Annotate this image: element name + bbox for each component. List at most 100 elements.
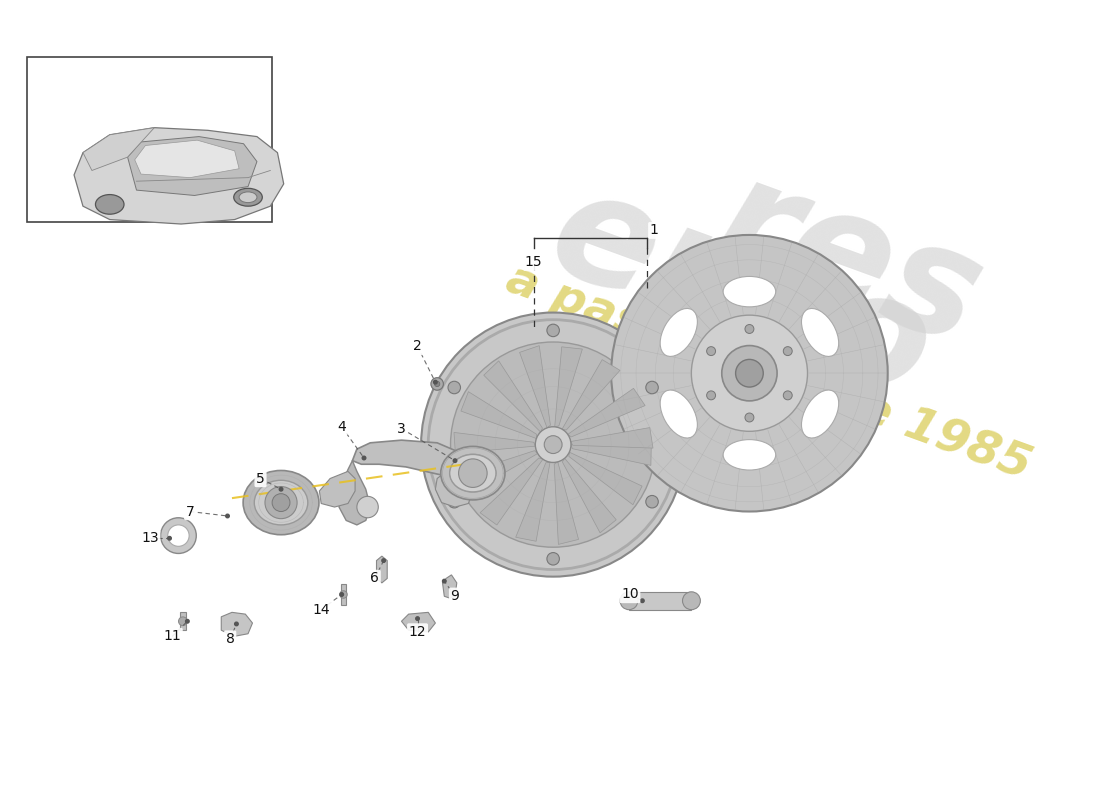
Circle shape — [226, 514, 229, 518]
Ellipse shape — [802, 309, 838, 357]
Bar — [26, 57, 272, 222]
Ellipse shape — [239, 192, 257, 202]
Circle shape — [279, 487, 283, 491]
Text: 5: 5 — [256, 471, 265, 486]
Polygon shape — [519, 346, 550, 428]
Polygon shape — [442, 575, 456, 598]
Polygon shape — [571, 445, 651, 466]
Polygon shape — [554, 462, 579, 544]
Circle shape — [362, 456, 366, 460]
Circle shape — [646, 495, 658, 508]
Polygon shape — [339, 461, 371, 525]
Bar — [629, 592, 692, 610]
Polygon shape — [319, 471, 355, 507]
Bar — [341, 584, 346, 606]
Circle shape — [706, 346, 716, 355]
Ellipse shape — [682, 592, 701, 610]
Polygon shape — [458, 450, 538, 494]
Circle shape — [234, 622, 239, 626]
Text: 3: 3 — [397, 422, 406, 435]
Polygon shape — [562, 360, 620, 430]
Polygon shape — [454, 433, 536, 453]
Polygon shape — [568, 388, 645, 437]
Text: 11: 11 — [163, 630, 182, 643]
Text: 7: 7 — [186, 505, 195, 518]
Polygon shape — [484, 361, 542, 432]
Text: 13: 13 — [141, 531, 158, 546]
Circle shape — [745, 413, 754, 422]
Ellipse shape — [243, 470, 319, 534]
Text: res: res — [696, 146, 1001, 378]
Ellipse shape — [660, 309, 697, 357]
Circle shape — [722, 346, 777, 401]
Ellipse shape — [802, 390, 838, 438]
Text: 15: 15 — [525, 255, 542, 270]
Circle shape — [448, 382, 461, 394]
Ellipse shape — [441, 446, 505, 500]
Circle shape — [736, 359, 763, 387]
Circle shape — [161, 518, 196, 554]
Circle shape — [167, 537, 172, 540]
Circle shape — [431, 378, 443, 390]
Circle shape — [340, 590, 348, 598]
Text: 2: 2 — [414, 339, 422, 354]
Polygon shape — [74, 128, 284, 224]
Circle shape — [434, 382, 440, 386]
Circle shape — [453, 459, 456, 462]
Circle shape — [612, 235, 888, 511]
Text: 1: 1 — [649, 223, 659, 238]
Polygon shape — [376, 556, 387, 583]
Circle shape — [382, 559, 385, 562]
Polygon shape — [134, 140, 239, 178]
Circle shape — [691, 315, 807, 431]
Polygon shape — [571, 427, 653, 448]
Ellipse shape — [723, 440, 776, 470]
Text: 6: 6 — [371, 571, 380, 586]
Circle shape — [272, 494, 290, 511]
Circle shape — [265, 486, 297, 518]
Text: 4: 4 — [338, 420, 346, 434]
Ellipse shape — [450, 454, 496, 492]
Circle shape — [167, 525, 189, 546]
Ellipse shape — [660, 390, 697, 438]
Text: 10: 10 — [621, 587, 639, 602]
Bar — [180, 612, 187, 630]
Circle shape — [356, 496, 378, 518]
Circle shape — [646, 382, 658, 394]
Ellipse shape — [234, 188, 262, 206]
Circle shape — [433, 380, 437, 384]
Circle shape — [416, 617, 419, 620]
Circle shape — [783, 391, 792, 400]
Polygon shape — [436, 471, 473, 507]
Ellipse shape — [723, 277, 776, 307]
Ellipse shape — [96, 194, 124, 214]
Polygon shape — [461, 392, 537, 438]
Polygon shape — [402, 612, 436, 632]
Text: 14: 14 — [312, 602, 330, 617]
Polygon shape — [480, 458, 543, 525]
Circle shape — [442, 579, 447, 583]
Circle shape — [178, 617, 187, 626]
Ellipse shape — [620, 592, 638, 610]
Ellipse shape — [254, 480, 308, 525]
Text: a passion since 1985: a passion since 1985 — [499, 257, 1037, 490]
Circle shape — [544, 436, 562, 454]
Polygon shape — [221, 612, 253, 637]
Circle shape — [448, 495, 461, 508]
Circle shape — [547, 553, 560, 565]
Polygon shape — [569, 452, 642, 505]
Polygon shape — [554, 347, 582, 427]
Circle shape — [451, 342, 656, 547]
Circle shape — [536, 426, 571, 462]
Polygon shape — [82, 128, 154, 170]
Polygon shape — [352, 440, 469, 477]
Text: 8: 8 — [226, 632, 234, 646]
Circle shape — [459, 459, 487, 487]
Circle shape — [340, 593, 343, 596]
Circle shape — [186, 619, 189, 623]
Polygon shape — [516, 462, 550, 542]
Polygon shape — [128, 137, 257, 195]
Circle shape — [783, 346, 792, 355]
Text: 9: 9 — [451, 590, 460, 603]
Circle shape — [640, 599, 645, 602]
